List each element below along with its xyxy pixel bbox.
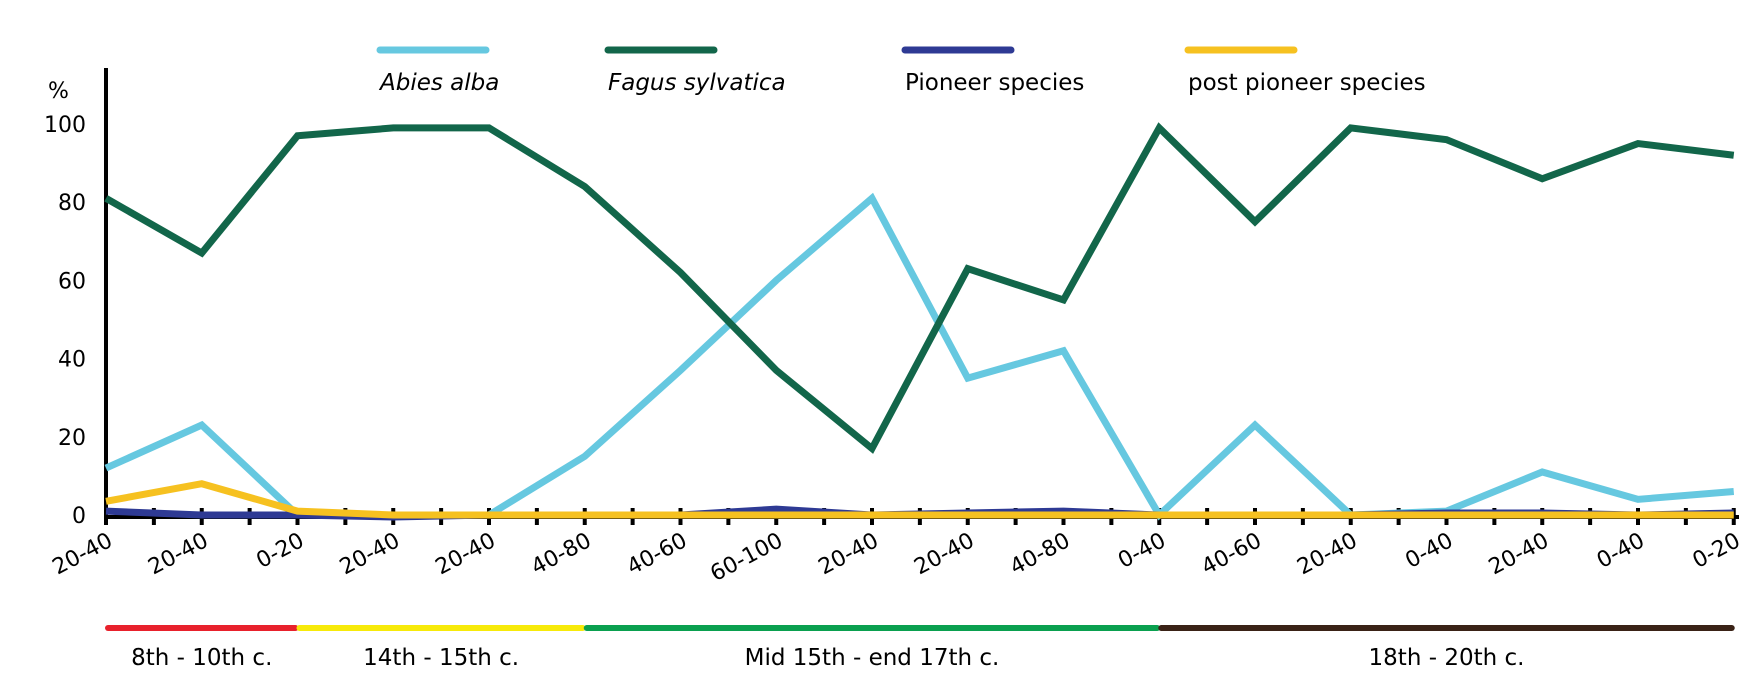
x-tick-label: 20-40: [1293, 528, 1361, 580]
y-tick-label: 40: [58, 348, 86, 373]
period-bands: 8th - 10th c. 14th - 15th c. Mid 15th - en…: [105, 625, 1735, 671]
x-tick-label: 40-60: [1198, 528, 1266, 580]
x-tick-label: 20-40: [910, 528, 978, 580]
legend-label: Pioneer species: [905, 70, 1084, 96]
series-line: [105, 480, 1734, 519]
x-tick-label: 20-40: [1485, 528, 1553, 580]
x-tick-label: 20-40: [144, 528, 212, 580]
x-tick-label: 20-40: [815, 528, 883, 580]
x-tick-label: 20-40: [432, 528, 500, 580]
x-tick-label: 40-80: [527, 528, 595, 580]
x-tick-label: 0-20: [1689, 528, 1739, 574]
y-tick-label: 20: [58, 426, 86, 451]
y-axis-unit: %: [48, 79, 69, 104]
period-label: 18th - 20th c.: [1369, 645, 1525, 671]
y-tick-label: 60: [58, 269, 86, 294]
y-tick-label: 100: [44, 113, 86, 138]
legend: Abies alba Fagus sylvatica Pioneer species…: [376, 46, 1426, 96]
x-tick-label: 0-20: [252, 528, 308, 574]
x-axis: 20-40 20-40 0-20 20-40 20-40 40-80 40-60 60-100…: [49, 508, 1739, 587]
x-tick-label: 20-40: [49, 528, 117, 580]
period-label: Mid 15th - end 17th c.: [745, 645, 1000, 671]
period-label: 14th - 15th c.: [363, 645, 519, 671]
x-tick-label: 40-80: [1006, 528, 1074, 580]
legend-label: post pioneer species: [1188, 70, 1426, 96]
y-tick-label: 0: [72, 504, 86, 529]
series-line: [104, 122, 1735, 454]
period-label: 8th - 10th c.: [131, 645, 272, 671]
x-tick-label: 60-100: [707, 528, 788, 587]
x-tick-label: 0-40: [1401, 528, 1457, 574]
x-tick-label: 0-40: [1114, 528, 1170, 574]
x-tick-label: 0-40: [1593, 528, 1649, 574]
x-tick-label: 40-60: [623, 528, 691, 580]
legend-label: Fagus sylvatica: [608, 70, 786, 96]
x-tick-label: 20-40: [336, 528, 404, 580]
series-layer: [104, 122, 1735, 521]
legend-label: Abies alba: [378, 70, 499, 96]
y-tick-label: 80: [58, 191, 86, 216]
y-axis: % 0 20 40 60 80 100: [44, 68, 108, 529]
